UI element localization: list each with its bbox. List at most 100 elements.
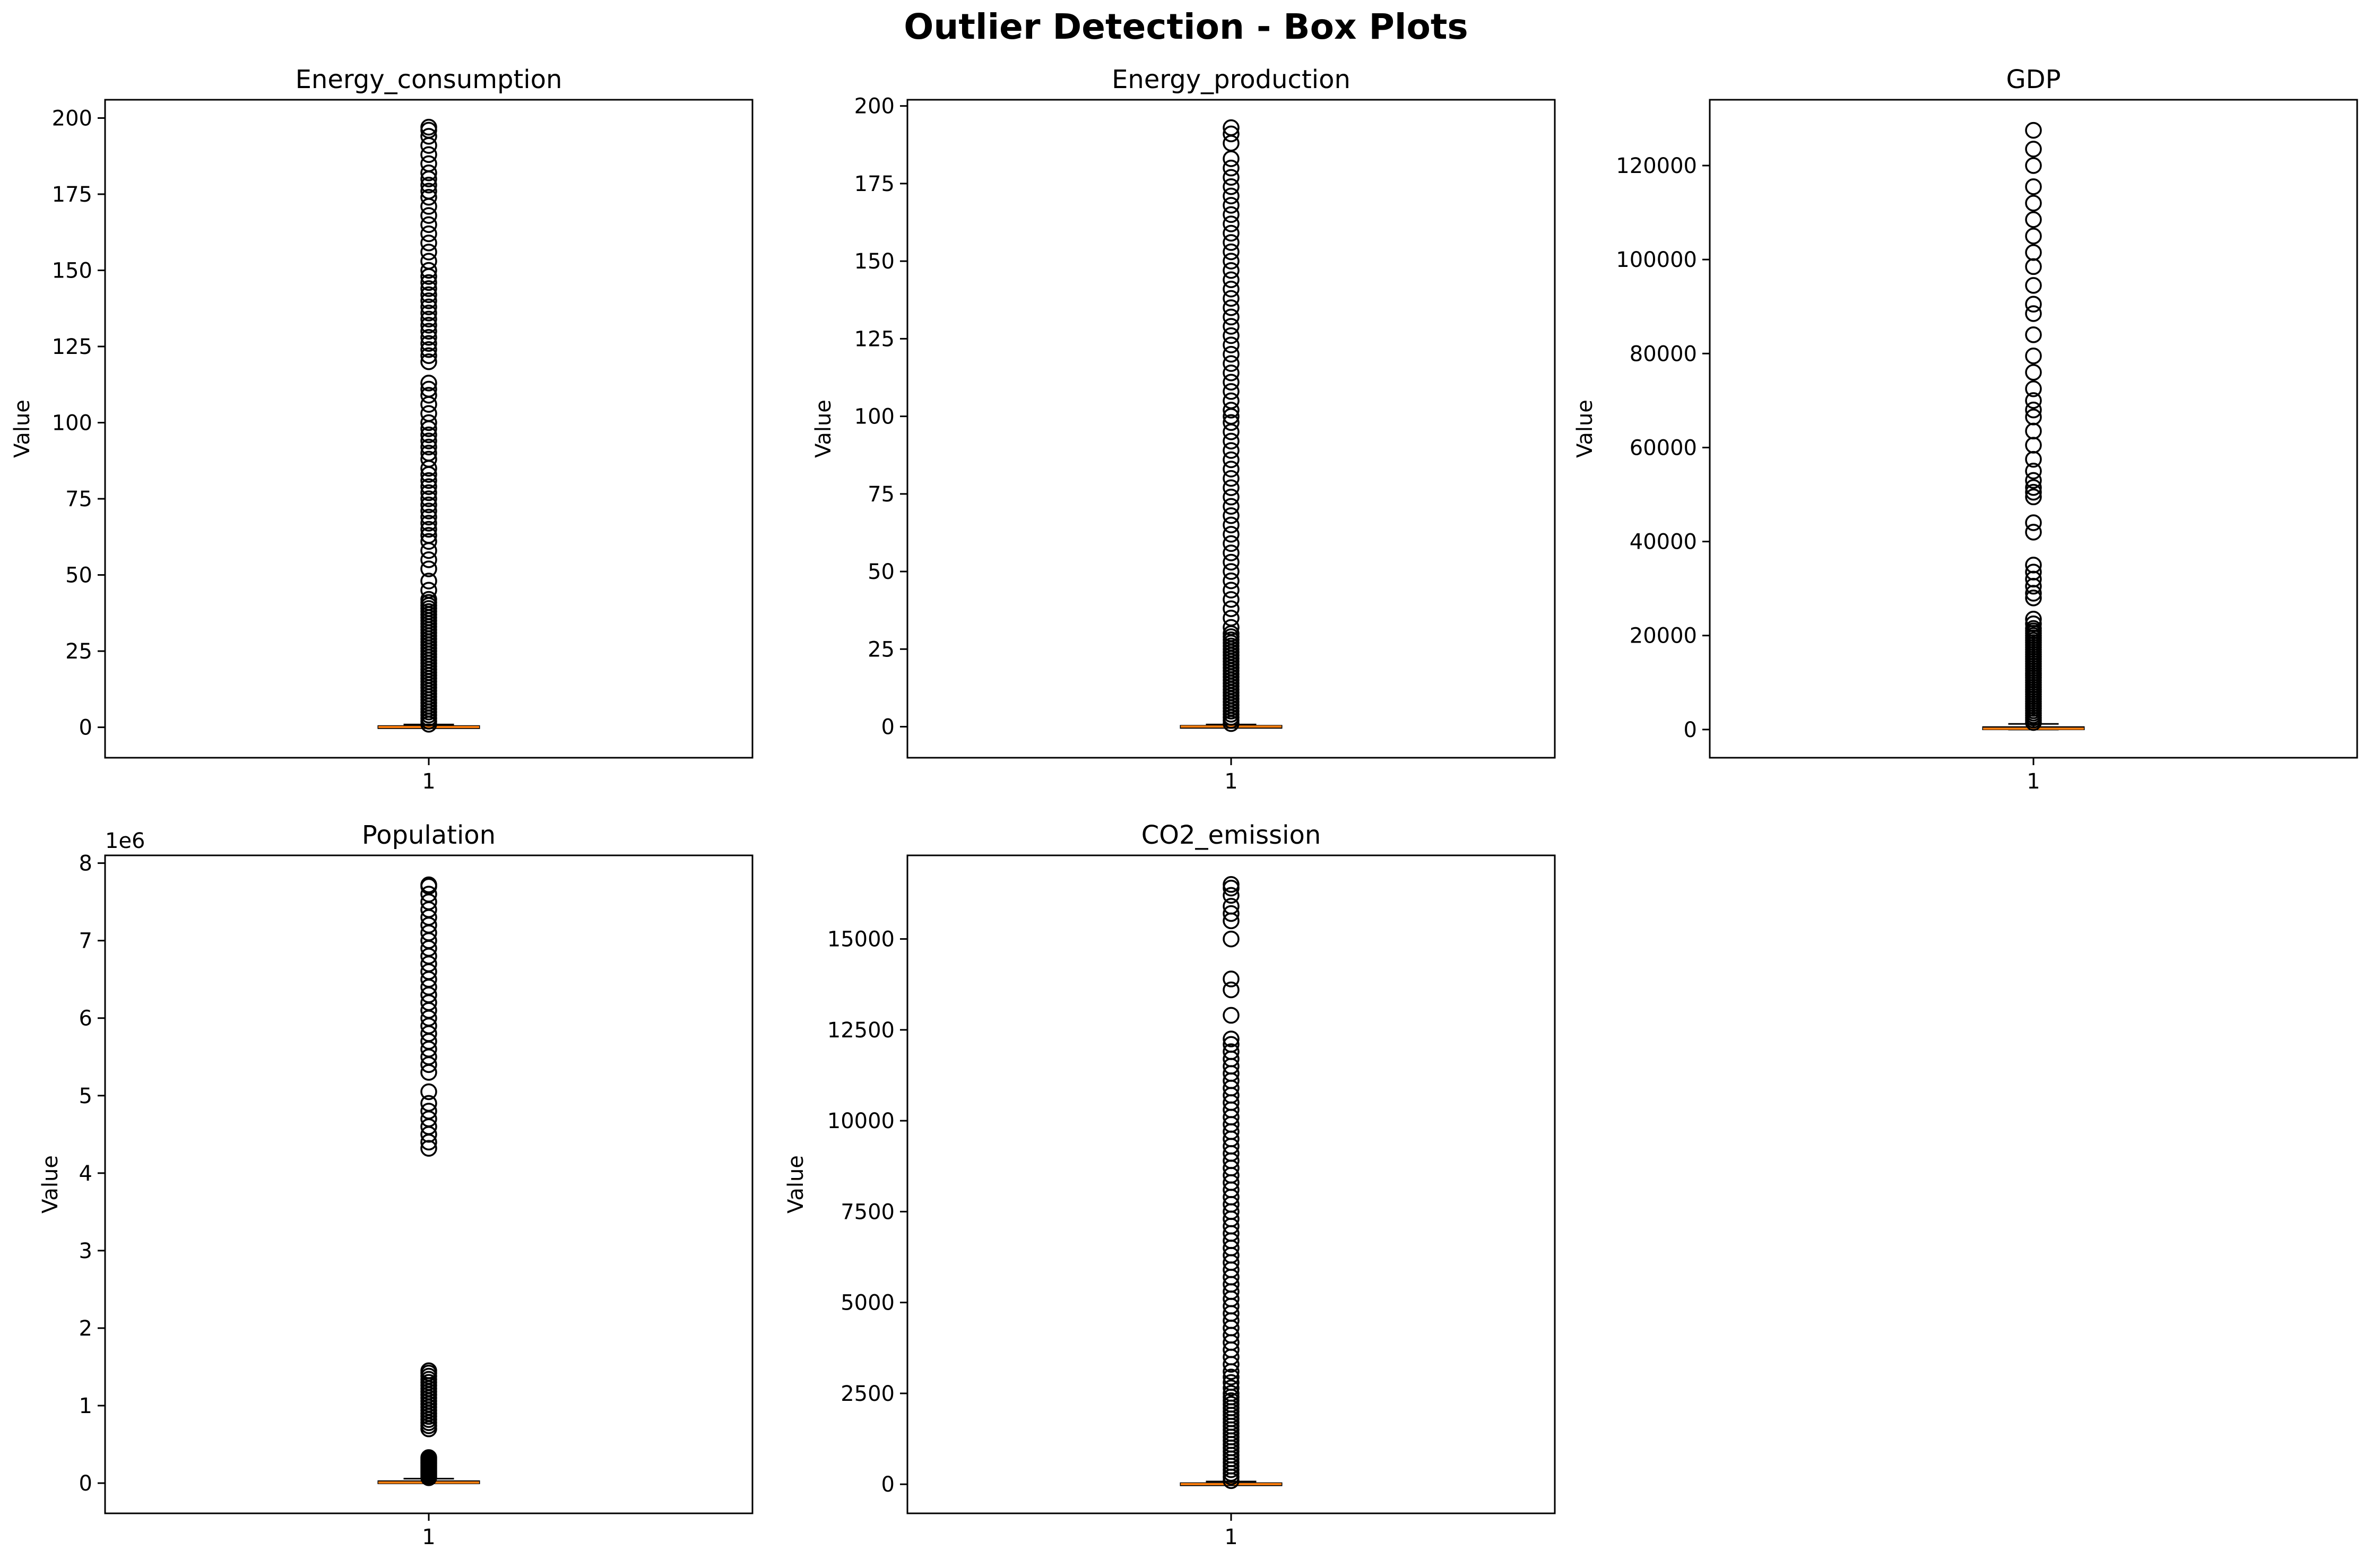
outlier-point [1223, 374, 1240, 391]
outlier-point [420, 484, 437, 501]
outlier-point [420, 347, 437, 364]
outlier-point [420, 508, 437, 526]
outlier-point [420, 551, 437, 568]
outlier-point [2025, 422, 2042, 440]
outlier-point [420, 414, 437, 431]
y-tick-label: 7 [79, 929, 92, 954]
outlier-point [2025, 195, 2042, 212]
y-tick-label: 100000 [1616, 248, 1697, 272]
y-tick-label: 200 [52, 106, 92, 131]
outlier-point [420, 262, 437, 279]
outlier-point [1223, 262, 1240, 279]
outlier-point [1223, 479, 1240, 496]
subplot-title: Population [362, 820, 496, 850]
outlier-point [2025, 615, 2042, 633]
outlier-point [1223, 535, 1240, 552]
y-tick-label: 2 [79, 1316, 92, 1341]
outlier-point [420, 253, 437, 270]
outlier-point [1223, 591, 1240, 608]
outlier-point [1223, 234, 1240, 251]
outlier-point [2025, 483, 2042, 501]
x-tick-label: 1 [1224, 769, 1237, 794]
outlier-point [1223, 308, 1240, 326]
outlier-point [1223, 1379, 1240, 1397]
outlier-point [2025, 564, 2042, 581]
x-tick-label: 1 [1224, 1525, 1237, 1549]
outlier-point [1223, 414, 1240, 431]
outlier-point [420, 1083, 437, 1101]
x-tick-label: 1 [422, 769, 435, 794]
y-tick-label: 8 [79, 852, 92, 876]
outlier-point [1223, 1043, 1240, 1060]
outlier-point [1223, 125, 1240, 143]
outlier-point [420, 244, 437, 261]
outlier-point [420, 1449, 437, 1466]
outlier-point [1223, 318, 1240, 335]
outlier-point [2025, 620, 2042, 637]
outlier-point [2025, 590, 2042, 607]
y-tick-label: 40000 [1630, 530, 1697, 555]
y-tick-label: 3 [79, 1239, 92, 1263]
y-axis-label: Value [1573, 400, 1597, 458]
outlier-point [420, 527, 437, 544]
outlier-point [420, 235, 437, 252]
y-tick-label: 20000 [1630, 624, 1697, 648]
outlier-point [1223, 364, 1240, 382]
outlier-point [420, 405, 437, 422]
outlier-point [2025, 157, 2042, 174]
outlier-point [1223, 432, 1240, 450]
y-tick-label: 125 [854, 327, 895, 351]
outlier-point [420, 310, 437, 328]
outlier-point [1223, 355, 1240, 372]
outlier-point [1223, 119, 1240, 136]
y-tick-label: 7500 [841, 1200, 895, 1224]
outlier-point [1223, 898, 1240, 915]
outlier-point [1223, 905, 1240, 922]
y-tick-label: 0 [1684, 718, 1697, 742]
y-tick-label: 0 [881, 1472, 895, 1497]
outlier-point [420, 317, 437, 334]
outlier-point [1223, 461, 1240, 478]
outlier-point [420, 472, 437, 489]
outlier-point [2025, 462, 2042, 480]
outlier-point [2025, 326, 2042, 343]
outlier-point [2025, 141, 2042, 158]
subplot-4: Population 0 1 2 3 4 5 6 7 8 1 Value 1e6 [38, 820, 754, 1549]
outlier-point [1223, 1036, 1240, 1053]
outlier-point [1223, 876, 1240, 893]
outlier-point [420, 207, 437, 224]
outlier-point [2025, 557, 2042, 574]
outlier-point [420, 478, 437, 495]
outlier-point [2025, 178, 2042, 195]
outlier-point [1223, 470, 1240, 487]
outlier-point [420, 380, 437, 398]
y-tick-label: 175 [854, 172, 895, 196]
outlier-point [420, 274, 437, 291]
outlier-point [2025, 122, 2042, 139]
outlier-point [1223, 253, 1240, 270]
outlier-point [420, 521, 437, 538]
outlier-point [420, 225, 437, 242]
outlier-point [1223, 544, 1240, 561]
outlier-point [420, 341, 437, 358]
y-tick-label: 4 [79, 1162, 92, 1186]
outlier-point [2025, 524, 2042, 541]
outlier-point [420, 432, 437, 449]
outlier-point [2025, 514, 2042, 531]
y-axis-label: Value [10, 400, 34, 458]
y-tick-label: 200 [854, 94, 895, 119]
y-tick-label: 100 [52, 411, 92, 436]
outlier-point [420, 426, 437, 444]
outlier-point [1223, 981, 1240, 999]
y-axis-label: Value [38, 1155, 63, 1214]
outlier-point [420, 155, 437, 172]
y-tick-label: 75 [868, 482, 895, 507]
outlier-point [420, 305, 437, 322]
outlier-point [1223, 1030, 1240, 1047]
outlier-point [1223, 336, 1240, 353]
y-tick-label: 75 [65, 487, 92, 512]
subplot-title: CO2_emission [1141, 820, 1321, 850]
figure-title: Outlier Detection - Box Plots [904, 6, 1468, 47]
outlier-point [2025, 610, 2042, 628]
outlier-point [1223, 442, 1240, 459]
